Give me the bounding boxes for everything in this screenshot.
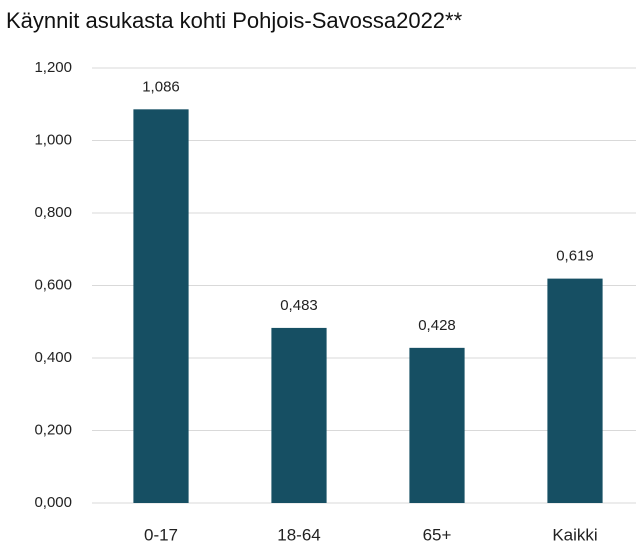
y-tick-label: 1,200: [34, 59, 72, 76]
y-tick-label: 1,000: [34, 131, 72, 148]
y-tick-label: 0,600: [34, 276, 72, 293]
y-tick-label: 0,400: [34, 349, 72, 366]
bar: [271, 327, 327, 503]
data-label: 0,428: [418, 317, 456, 334]
data-label: 1,086: [142, 78, 180, 95]
y-tick-label: 0,800: [34, 204, 72, 221]
bar: [133, 109, 189, 503]
x-tick-label: 0-17: [144, 525, 178, 544]
data-label: 0,483: [280, 297, 318, 314]
y-tick-label: 0,200: [34, 421, 72, 438]
x-tick-label: 18-64: [277, 525, 320, 544]
x-tick-label: Kaikki: [552, 525, 597, 544]
x-tick-label: 65+: [423, 525, 452, 544]
bar: [409, 347, 465, 503]
data-label: 0,619: [556, 248, 594, 265]
chart-title: Käynnit asukasta kohti Pohjois-Savossa20…: [6, 8, 463, 33]
bar: [547, 278, 603, 503]
y-tick-label: 0,000: [34, 494, 72, 511]
